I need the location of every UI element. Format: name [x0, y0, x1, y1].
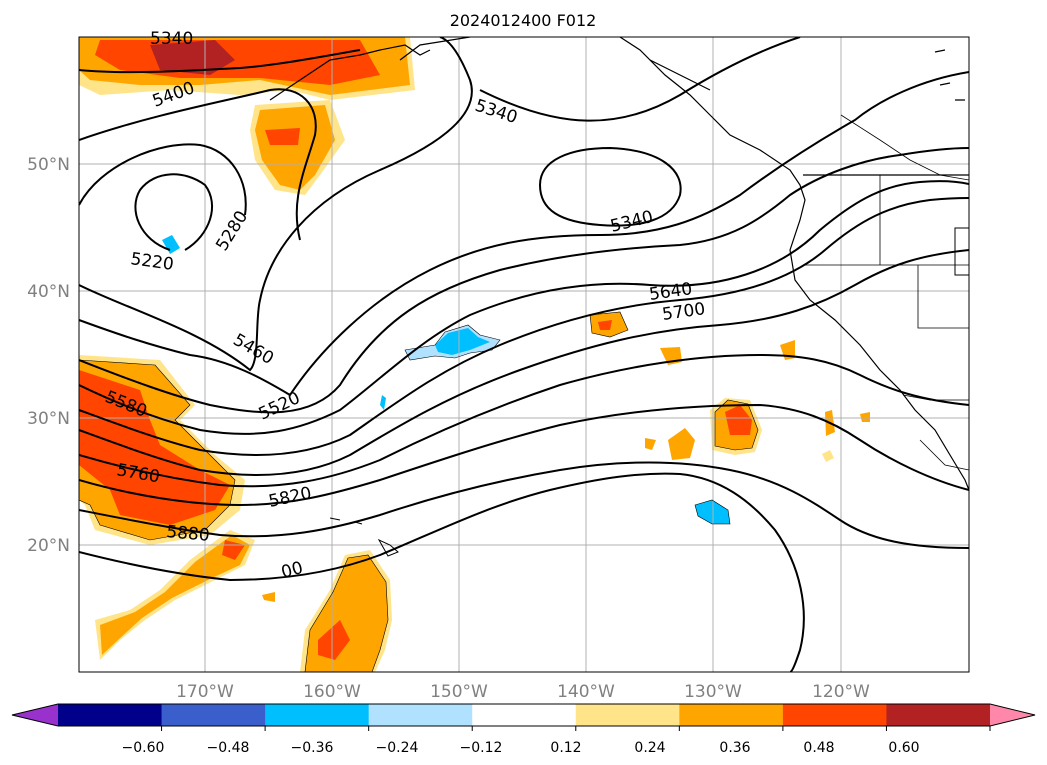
colorbar-tick-label: 0.48: [803, 740, 834, 756]
lon-label: 130°W: [684, 682, 742, 702]
lat-label: 50°N: [27, 155, 70, 175]
colorbar-tick-label: −0.24: [376, 740, 419, 756]
colorbar-tick-label: 0.36: [719, 740, 750, 756]
colorbar-tick-label: 0.24: [634, 740, 665, 756]
colorbar-segment: [782, 704, 887, 726]
lon-label: 170°W: [176, 682, 234, 702]
colorbar-segment: [886, 704, 991, 726]
contour-5700: [79, 353, 969, 488]
colorbar: −0.60 −0.48 −0.36 −0.24 −0.12 0.12 0.24 …: [11, 703, 1036, 756]
colorbar-segment: [368, 704, 473, 726]
colorbar-ticks: −0.60 −0.48 −0.36 −0.24 −0.12 0.12 0.24 …: [122, 726, 991, 756]
contour-5400: [79, 88, 317, 241]
colorbar-segment: [679, 704, 784, 726]
lon-label: 150°W: [430, 682, 488, 702]
shaded-field-positive: [79, 37, 870, 672]
lat-label: 30°N: [27, 409, 70, 429]
coastlines: [269, 37, 969, 557]
lat-label: 20°N: [27, 536, 70, 556]
colorbar-tick-label: −0.12: [460, 740, 503, 756]
contour-label: 5340: [150, 29, 193, 49]
colorbar-segment: [161, 704, 266, 726]
contour-5340-west: [79, 37, 473, 372]
shaded-field-negative: [162, 235, 730, 524]
contour-5520: [79, 180, 969, 435]
contour-5340-east: [538, 146, 682, 227]
height-contours: [79, 37, 969, 672]
colorbar-tick-label: 0.12: [550, 740, 581, 756]
map-frame: [78, 36, 970, 673]
map-area: 5340 5400 5280 5220 5340 5340 5460 5520 …: [78, 29, 970, 673]
colorbar-extend-min: [12, 704, 58, 726]
contour-5760: [79, 403, 969, 507]
colorbar-segment: [575, 704, 680, 726]
contour-5460: [79, 147, 969, 414]
contour-5640: [79, 249, 969, 476]
map-title: 2024012400 F012: [450, 11, 597, 30]
colorbar-segment: [58, 704, 163, 726]
colorbar-segment: [472, 704, 577, 726]
colorbar-tick-label: 0.60: [888, 740, 919, 756]
latitude-labels: 50°N 40°N 30°N 20°N: [27, 155, 70, 556]
contour-label: 5880: [166, 522, 211, 546]
longitude-labels: 170°W 160°W 150°W 140°W 130°W 120°W: [176, 682, 870, 702]
colorbar-tick-label: −0.48: [207, 740, 250, 756]
lon-label: 120°W: [812, 682, 870, 702]
contour-5880: [79, 472, 805, 672]
contour-5820: [79, 461, 969, 549]
colorbar-tick-label: −0.60: [122, 740, 165, 756]
colorbar-segment: [265, 704, 370, 726]
contour-5580: [79, 197, 969, 456]
contour-5280: [79, 143, 247, 216]
colorbar-tick-label: −0.36: [291, 740, 334, 756]
lat-label: 40°N: [27, 282, 70, 302]
lon-label: 140°W: [557, 682, 615, 702]
colorbar-segments: [11, 703, 1036, 727]
colorbar-outline: [11, 703, 1036, 727]
lon-label: 160°W: [303, 682, 361, 702]
contour-5220: [134, 173, 214, 251]
colorbar-extend-max: [990, 704, 1035, 726]
